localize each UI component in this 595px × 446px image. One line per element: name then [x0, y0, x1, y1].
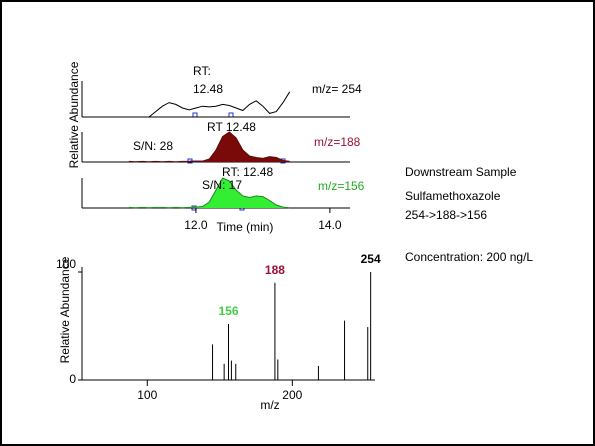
trace: [128, 131, 290, 163]
area-fill: [128, 178, 290, 208]
x-tick-label: 200: [282, 388, 302, 402]
annotation: RT 12.48: [207, 120, 256, 134]
sample-info: 254->188->156: [405, 208, 487, 222]
y-tick-label: 0: [69, 372, 76, 386]
sample-info: Downstream Sample: [405, 165, 517, 179]
annotation: S/N: 17: [202, 178, 242, 192]
trace: [148, 91, 291, 118]
x-tick-label: 12.0: [184, 218, 208, 232]
x-tick-label: 14.0: [318, 218, 342, 232]
sample-info: Sulfamethoxazole: [405, 189, 501, 203]
annotation: RT: 12.48: [222, 165, 273, 179]
y-axis-label: Relative Abundance: [67, 61, 81, 168]
sample-info: Concentration: 200 ng/L: [405, 250, 533, 264]
annotation: 12.48: [193, 82, 223, 96]
peak-label: 254: [361, 252, 381, 266]
x-axis-label: Time (min): [217, 220, 274, 234]
legend-label: m/z=188: [314, 135, 361, 149]
peak-label: 188: [265, 263, 285, 277]
legend-label: m/z= 254: [312, 82, 362, 96]
trace: [128, 177, 290, 209]
annotation: RT:: [193, 64, 211, 78]
x-tick-label: 100: [137, 388, 157, 402]
legend-label: m/z=156: [318, 179, 365, 193]
x-axis-label: m/z: [260, 398, 279, 412]
area-fill: [128, 132, 290, 162]
annotation: S/N: 28: [133, 139, 173, 153]
y-axis-label: Relative Abundance: [58, 256, 72, 363]
peak-label: 156: [218, 304, 238, 318]
y-tick-label: 100: [56, 257, 76, 271]
